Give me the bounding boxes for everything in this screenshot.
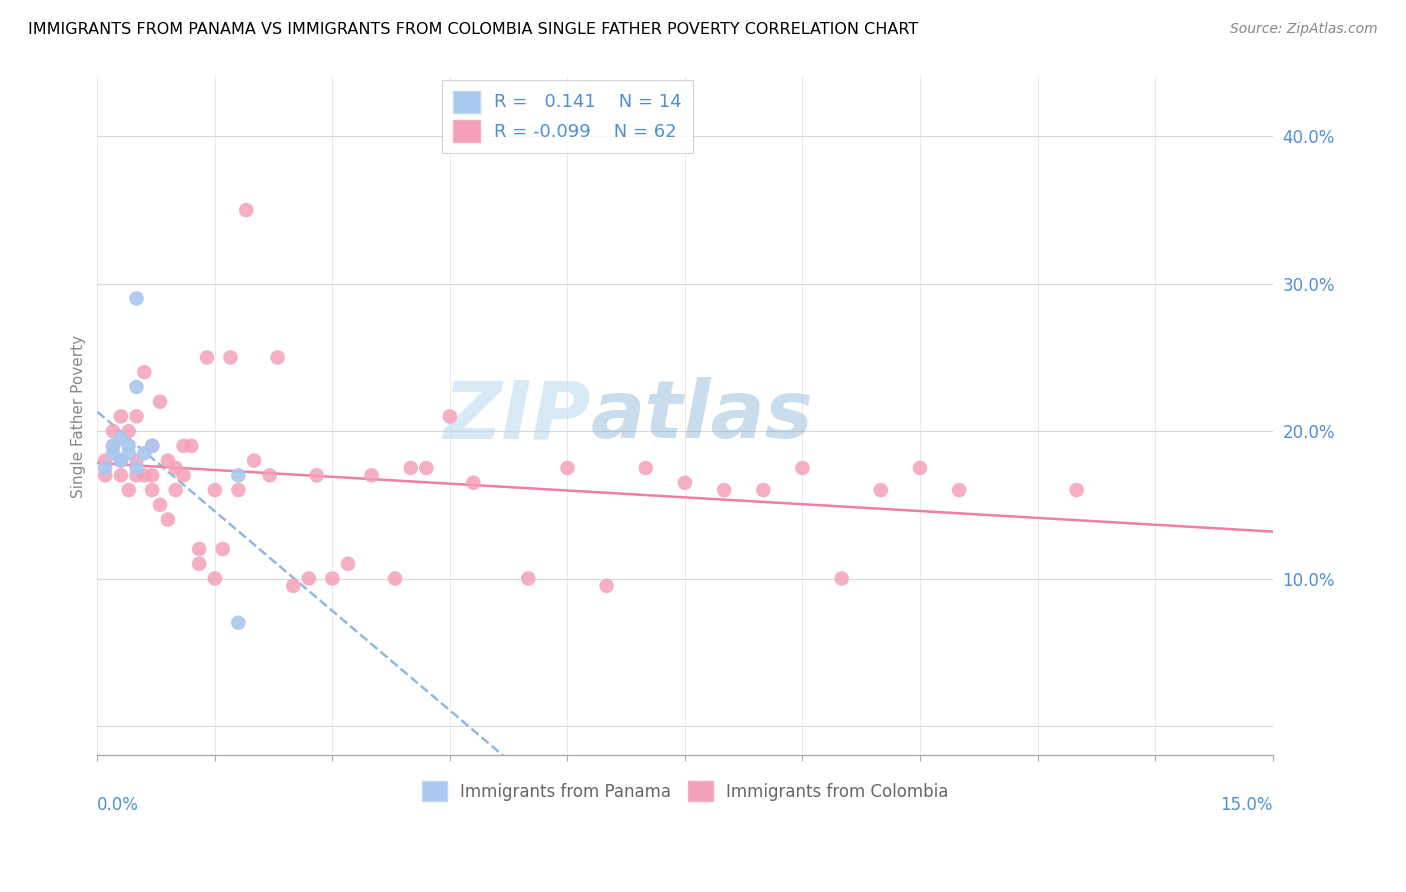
Point [110,432,132,446]
Point [134,365,156,379]
Point [211,542,233,557]
Point [713,483,735,497]
Point [134,468,156,483]
Point [110,468,132,483]
Point [94,468,117,483]
Point [134,446,156,460]
Point [165,461,187,475]
Point [180,439,202,453]
Point [463,475,485,490]
Point [141,468,163,483]
Point [118,439,141,453]
Point [125,468,148,483]
Point [125,292,148,306]
Point [228,468,250,483]
Point [595,579,617,593]
Point [204,572,226,586]
Point [125,409,148,424]
Point [305,468,328,483]
Point [360,468,382,483]
Point [94,453,117,467]
Point [321,572,343,586]
Point [165,483,187,497]
Text: atlas: atlas [591,377,814,456]
Point [283,579,305,593]
Point [195,351,218,365]
Point [634,461,657,475]
Point [204,483,226,497]
Point [228,615,250,630]
Text: 15.0%: 15.0% [1220,796,1272,814]
Point [125,453,148,467]
Point [752,483,775,497]
Point [101,446,124,460]
Point [384,572,406,586]
Point [188,542,211,557]
Point [118,424,141,438]
Point [439,409,461,424]
Point [908,461,931,475]
Point [118,446,141,460]
Point [101,439,124,453]
Point [228,483,250,497]
Point [1066,483,1088,497]
Point [141,439,163,453]
Legend: Immigrants from Panama, Immigrants from Colombia: Immigrants from Panama, Immigrants from … [415,774,955,808]
Point [243,453,266,467]
Point [259,468,281,483]
Point [125,461,148,475]
Point [173,439,195,453]
Point [141,483,163,497]
Point [948,483,970,497]
Point [101,424,124,438]
Point [156,453,179,467]
Point [673,475,696,490]
Point [235,203,257,218]
Point [94,461,117,475]
Point [266,351,288,365]
Text: IMMIGRANTS FROM PANAMA VS IMMIGRANTS FROM COLOMBIA SINGLE FATHER POVERTY CORRELA: IMMIGRANTS FROM PANAMA VS IMMIGRANTS FRO… [28,22,918,37]
Text: Source: ZipAtlas.com: Source: ZipAtlas.com [1230,22,1378,37]
Point [110,453,132,467]
Point [110,453,132,467]
Point [188,557,211,571]
Point [219,351,242,365]
Point [156,512,179,526]
Point [869,483,891,497]
Point [173,468,195,483]
Point [125,380,148,394]
Point [118,483,141,497]
Point [110,409,132,424]
Point [101,439,124,453]
Point [149,394,172,409]
Text: 0.0%: 0.0% [97,796,139,814]
Text: ZIP: ZIP [443,377,591,456]
Point [399,461,422,475]
Point [415,461,437,475]
Point [557,461,579,475]
Point [149,498,172,512]
Point [517,572,540,586]
Point [141,439,163,453]
Y-axis label: Single Father Poverty: Single Father Poverty [72,334,86,498]
Point [831,572,853,586]
Point [792,461,814,475]
Point [337,557,360,571]
Point [298,572,321,586]
